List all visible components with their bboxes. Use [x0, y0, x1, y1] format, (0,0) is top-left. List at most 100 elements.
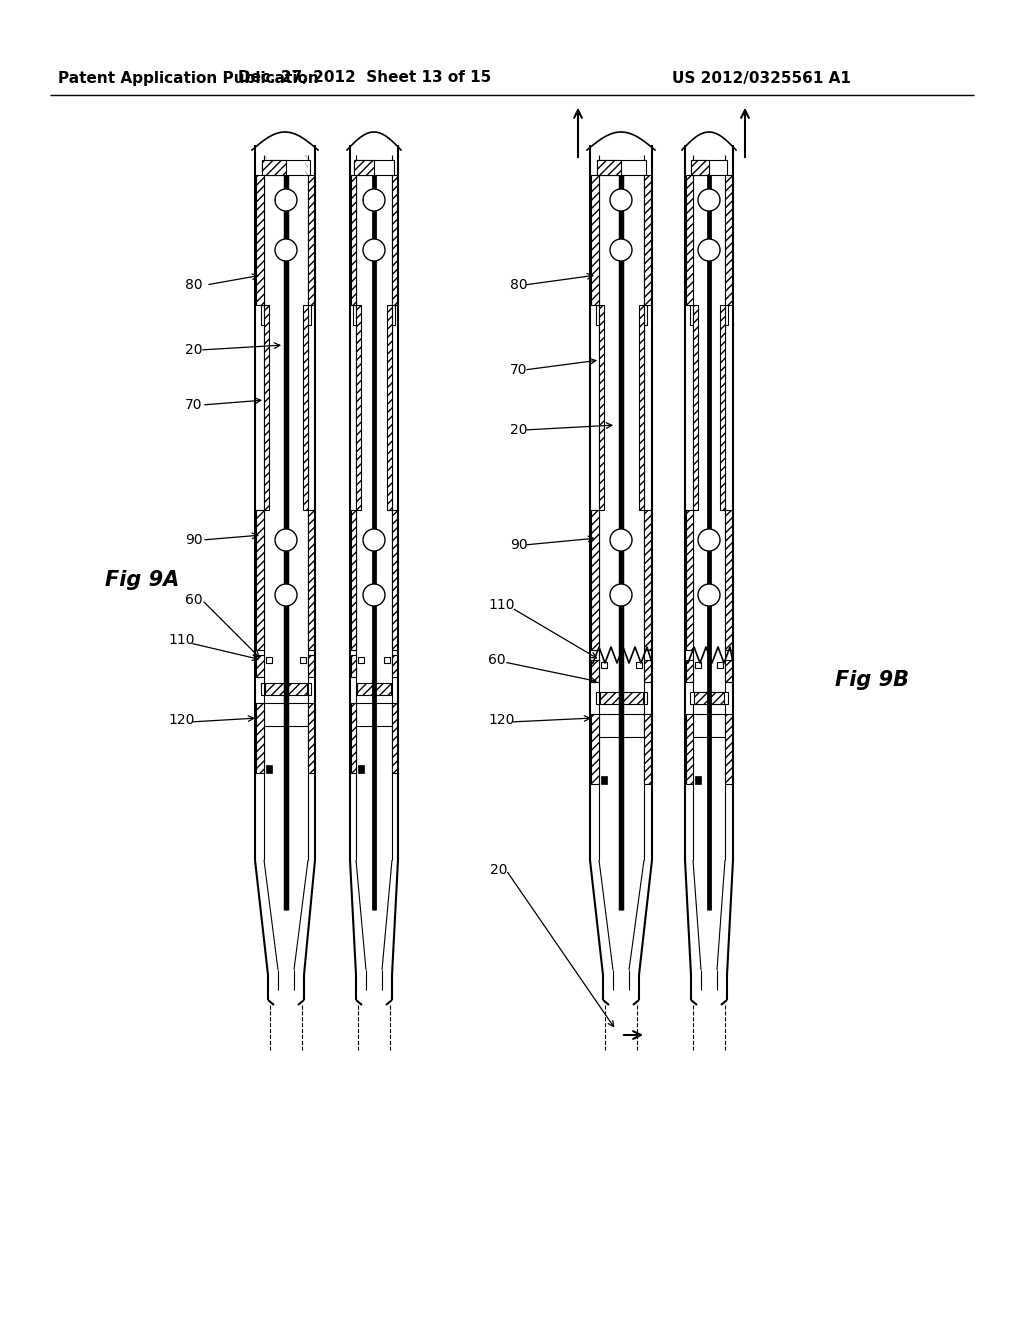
- Circle shape: [362, 529, 385, 550]
- Text: 80: 80: [185, 279, 203, 292]
- Bar: [264, 704, 308, 726]
- Bar: [601, 776, 607, 784]
- Text: Dec. 27, 2012  Sheet 13 of 15: Dec. 27, 2012 Sheet 13 of 15: [239, 70, 492, 86]
- Bar: [691, 160, 709, 176]
- Text: 60: 60: [488, 653, 506, 667]
- Bar: [262, 160, 310, 176]
- Text: 90: 90: [185, 533, 203, 546]
- Bar: [644, 176, 651, 305]
- Bar: [690, 305, 693, 325]
- Circle shape: [275, 239, 297, 261]
- Bar: [392, 704, 397, 774]
- Bar: [351, 176, 356, 305]
- Circle shape: [610, 239, 632, 261]
- Text: 120: 120: [488, 713, 514, 727]
- Circle shape: [698, 239, 720, 261]
- Bar: [256, 510, 264, 649]
- Bar: [599, 305, 604, 510]
- Circle shape: [698, 189, 720, 211]
- Bar: [591, 714, 599, 784]
- Bar: [690, 692, 728, 704]
- Bar: [308, 655, 314, 677]
- Bar: [351, 704, 356, 774]
- Text: 20: 20: [185, 343, 203, 356]
- Bar: [644, 660, 651, 682]
- Bar: [596, 305, 599, 325]
- Text: Fig 9B: Fig 9B: [835, 671, 909, 690]
- Circle shape: [698, 583, 720, 606]
- Bar: [691, 160, 727, 176]
- Bar: [725, 510, 732, 649]
- Circle shape: [275, 529, 297, 550]
- Bar: [308, 305, 311, 325]
- Bar: [392, 510, 397, 649]
- Bar: [725, 714, 732, 784]
- Bar: [695, 663, 701, 668]
- Bar: [354, 160, 394, 176]
- Bar: [644, 510, 651, 649]
- Bar: [644, 692, 647, 704]
- Circle shape: [698, 529, 720, 550]
- Text: 110: 110: [168, 634, 195, 647]
- Circle shape: [275, 583, 297, 606]
- Bar: [303, 305, 308, 510]
- Bar: [725, 305, 728, 325]
- Bar: [591, 510, 599, 649]
- Bar: [717, 663, 723, 668]
- Bar: [686, 510, 693, 649]
- Circle shape: [362, 239, 385, 261]
- Bar: [266, 657, 272, 663]
- Bar: [265, 682, 307, 696]
- Bar: [351, 510, 356, 649]
- Bar: [591, 660, 599, 682]
- Bar: [308, 704, 314, 774]
- Bar: [384, 657, 390, 663]
- Bar: [720, 305, 725, 510]
- Text: Fig 9A: Fig 9A: [105, 570, 179, 590]
- Bar: [392, 176, 397, 305]
- Text: Patent Application Publication: Patent Application Publication: [58, 70, 318, 86]
- Bar: [353, 305, 356, 325]
- Text: 120: 120: [168, 713, 195, 727]
- Bar: [358, 657, 364, 663]
- Bar: [357, 682, 391, 696]
- Bar: [256, 655, 264, 677]
- Bar: [686, 660, 693, 682]
- Bar: [599, 714, 644, 737]
- Bar: [596, 692, 599, 704]
- Bar: [644, 305, 647, 325]
- Bar: [639, 305, 644, 510]
- Bar: [256, 176, 264, 305]
- Bar: [694, 692, 724, 704]
- Text: 20: 20: [490, 863, 508, 876]
- Bar: [591, 176, 599, 305]
- Bar: [693, 305, 698, 510]
- Text: 20: 20: [510, 422, 527, 437]
- Bar: [256, 704, 264, 774]
- Circle shape: [362, 189, 385, 211]
- Bar: [725, 176, 732, 305]
- Circle shape: [610, 529, 632, 550]
- Bar: [392, 305, 395, 325]
- Text: 60: 60: [185, 593, 203, 607]
- Bar: [597, 160, 646, 176]
- Bar: [358, 766, 364, 774]
- Bar: [264, 305, 269, 510]
- Circle shape: [275, 189, 297, 211]
- Circle shape: [362, 583, 385, 606]
- Bar: [601, 663, 607, 668]
- Bar: [356, 704, 392, 726]
- Bar: [308, 510, 314, 649]
- Text: 80: 80: [510, 279, 527, 292]
- Bar: [354, 160, 374, 176]
- Bar: [266, 766, 272, 774]
- Bar: [387, 305, 392, 510]
- Bar: [392, 655, 397, 677]
- Circle shape: [610, 189, 632, 211]
- Bar: [300, 657, 306, 663]
- Bar: [261, 305, 264, 325]
- Bar: [636, 663, 642, 668]
- Text: 90: 90: [510, 539, 527, 552]
- Bar: [597, 160, 621, 176]
- Circle shape: [610, 583, 632, 606]
